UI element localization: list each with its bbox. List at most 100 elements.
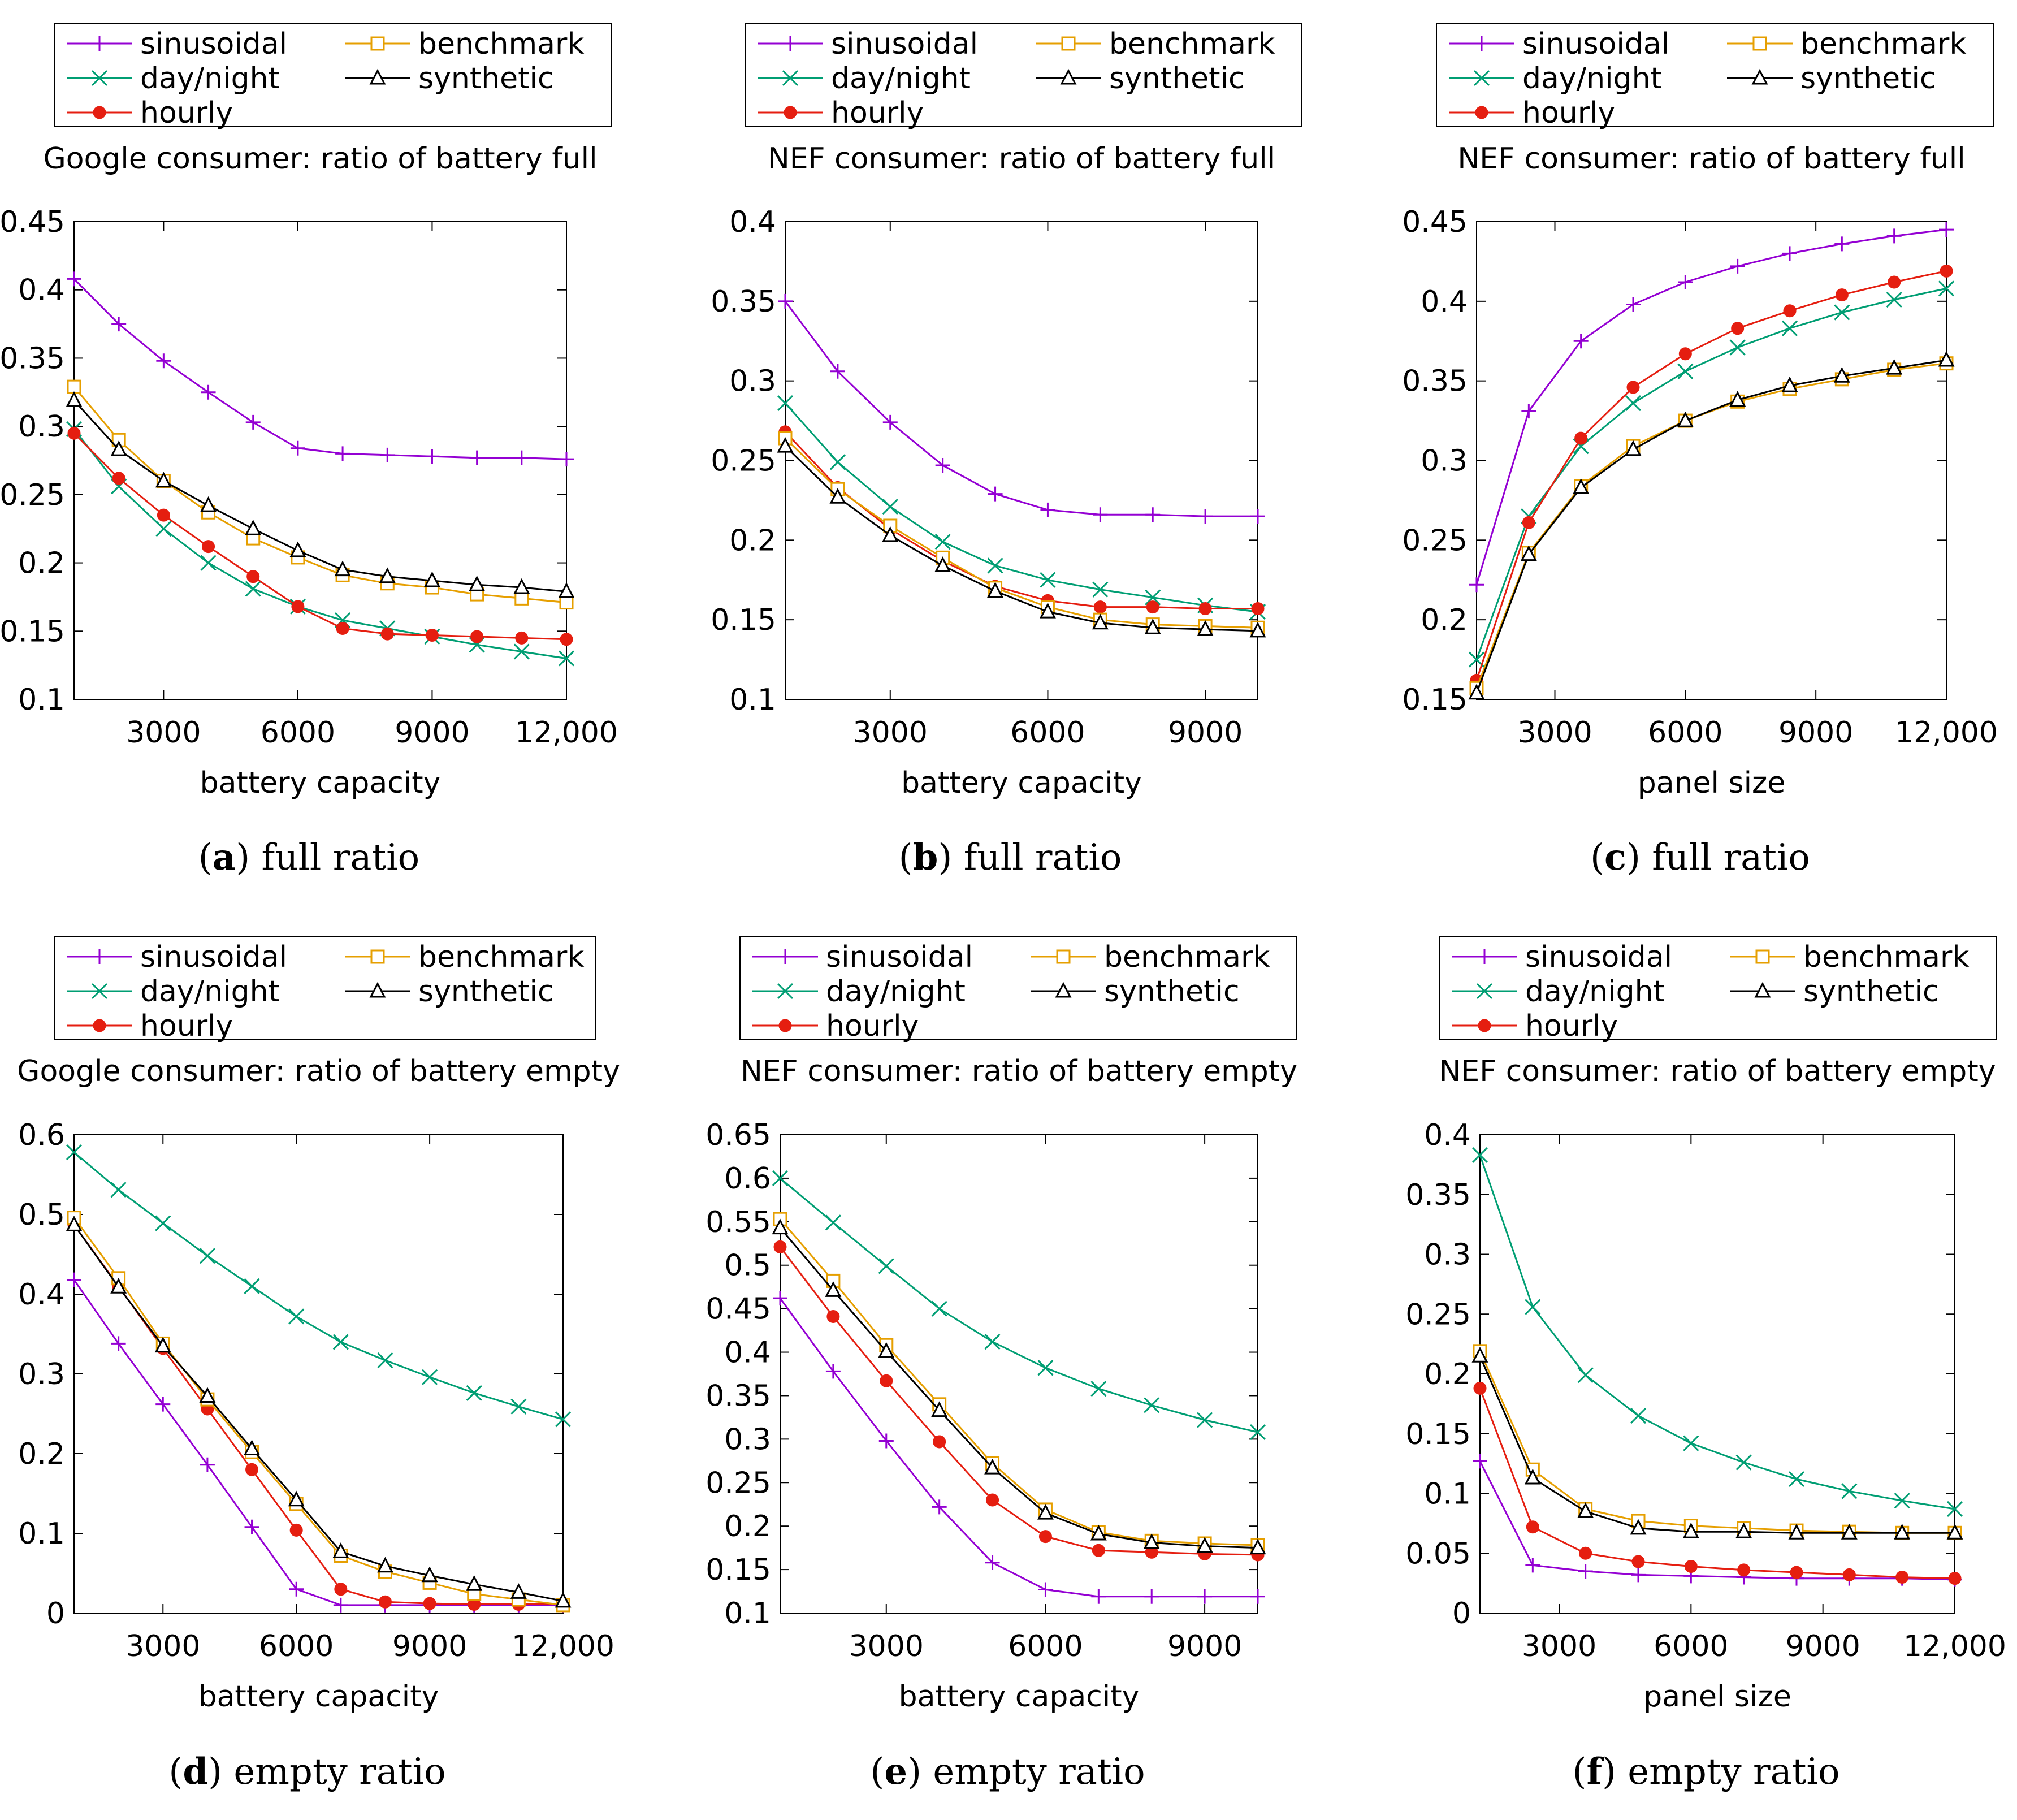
chart-panel-c: sinusoidal benchmark day/night synthetic hou… bbox=[1402, 23, 1998, 879]
y-tick-label: 0.5 bbox=[724, 1249, 771, 1283]
data-point-hourly bbox=[1731, 322, 1745, 335]
legend-marker-synthetic bbox=[1060, 68, 1077, 85]
data-point-hourly bbox=[1146, 600, 1159, 614]
caption-text: full ratio bbox=[250, 837, 419, 879]
series-line-sinusoidal bbox=[779, 1298, 1258, 1598]
y-tick-label: 0.5 bbox=[18, 1198, 65, 1232]
data-point-hourly bbox=[1948, 1572, 1962, 1585]
legend-marker-hourly bbox=[784, 106, 797, 119]
series-hourly bbox=[773, 1240, 1265, 1562]
chart-panel-d: sinusoidal benchmark day/night synthetic hou… bbox=[17, 936, 620, 1793]
data-point-synthetic bbox=[1196, 1537, 1213, 1553]
data-point-synthetic bbox=[376, 1557, 393, 1573]
x-tick-label: 12,000 bbox=[512, 1629, 614, 1663]
legend-label-sinusoidal: sinusoidal bbox=[140, 27, 287, 61]
data-point-sinusoidal bbox=[882, 414, 898, 430]
series-line-benchmark bbox=[784, 438, 1258, 629]
legend-marker-sinusoidal bbox=[92, 949, 107, 964]
data-point-synthetic bbox=[1894, 1524, 1911, 1540]
data-point-sinusoidal bbox=[1144, 1589, 1159, 1604]
y-tick-label: 0.4 bbox=[1424, 1118, 1471, 1152]
data-point-benchmark bbox=[559, 595, 574, 610]
series-sinusoidal bbox=[773, 1291, 1265, 1604]
caption-text: full ratio bbox=[1641, 837, 1810, 879]
series-sinusoidal bbox=[1473, 1454, 1962, 1587]
series-line-day-night bbox=[780, 1177, 1258, 1433]
y-tick-label: 0.2 bbox=[1424, 1358, 1471, 1391]
series-line-benchmark bbox=[73, 1217, 564, 1606]
data-point-hourly bbox=[425, 629, 439, 642]
data-point-sinusoidal bbox=[425, 449, 440, 464]
data-point-hourly bbox=[378, 1595, 392, 1609]
series-line-day-night bbox=[1479, 1155, 1955, 1510]
legend-marker-benchmark bbox=[1056, 949, 1071, 964]
series-benchmark bbox=[67, 379, 574, 610]
chart-title: NEF consumer: ratio of battery full bbox=[768, 142, 1275, 176]
data-point-hourly bbox=[560, 633, 573, 646]
data-point-synthetic bbox=[1524, 1468, 1541, 1485]
data-point-hourly bbox=[1842, 1568, 1856, 1581]
legend-item-hourly: hourly bbox=[752, 1009, 919, 1043]
legend-item-day-night: day/night bbox=[67, 62, 280, 96]
x-axis-label: battery capacity bbox=[899, 1680, 1140, 1714]
legend-marker-sinusoidal bbox=[783, 36, 798, 51]
data-point-hourly bbox=[1522, 516, 1535, 529]
series-hourly bbox=[1470, 264, 1953, 687]
caption-open-paren: ( bbox=[1590, 837, 1604, 879]
data-point-day-night bbox=[1841, 1483, 1858, 1499]
y-tick-label: 0.2 bbox=[18, 1437, 65, 1471]
data-point-hourly bbox=[1940, 264, 1953, 278]
legend-label-hourly: hourly bbox=[1522, 96, 1615, 130]
legend-item-benchmark: benchmark bbox=[1031, 940, 1270, 974]
legend-label-synthetic: synthetic bbox=[418, 975, 554, 1009]
legend-marker-sinusoidal bbox=[778, 949, 793, 964]
y-tick-label: 0.1 bbox=[18, 683, 65, 717]
x-axis-label: panel size bbox=[1643, 1680, 1791, 1714]
legend-label-day-night: day/night bbox=[1522, 62, 1662, 96]
data-point-sinusoidal bbox=[335, 446, 350, 461]
legend-label-benchmark: benchmark bbox=[1104, 940, 1270, 974]
data-point-sinusoidal bbox=[1469, 577, 1484, 593]
data-point-day-night bbox=[555, 1411, 572, 1428]
data-point-sinusoidal bbox=[155, 1397, 171, 1412]
data-point-hourly bbox=[1093, 600, 1107, 614]
data-point-sinusoidal bbox=[1886, 228, 1902, 244]
legend-label-hourly: hourly bbox=[1525, 1009, 1618, 1043]
data-point-hourly bbox=[1198, 602, 1212, 615]
series-line-sinusoidal bbox=[1479, 1460, 1955, 1581]
y-tick-label: 0.55 bbox=[705, 1205, 771, 1239]
data-point-synthetic bbox=[878, 1342, 895, 1358]
data-point-synthetic bbox=[510, 1583, 527, 1599]
legend-label-day-night: day/night bbox=[140, 62, 280, 96]
data-point-sinusoidal bbox=[1626, 297, 1641, 312]
series-line-sinusoidal bbox=[73, 278, 567, 460]
data-point-sinusoidal bbox=[1631, 1567, 1646, 1583]
data-point-synthetic bbox=[154, 1337, 171, 1353]
caption-letter: e bbox=[884, 1750, 907, 1793]
legend-marker-synthetic bbox=[369, 68, 386, 85]
x-tick-label: 3000 bbox=[1522, 1629, 1596, 1663]
data-point-synthetic bbox=[289, 541, 306, 557]
data-point-hourly bbox=[1526, 1520, 1539, 1534]
data-point-synthetic bbox=[1249, 1538, 1266, 1555]
data-point-hourly bbox=[1579, 1546, 1592, 1560]
data-point-synthetic bbox=[1625, 440, 1642, 456]
legend-marker-sinusoidal bbox=[1477, 949, 1492, 964]
caption-close-paren: ) bbox=[236, 837, 250, 879]
y-tick-label: 0.45 bbox=[1402, 205, 1468, 239]
data-point-sinusoidal bbox=[201, 384, 216, 400]
data-point-synthetic bbox=[1468, 684, 1485, 700]
legend-frame bbox=[745, 23, 1302, 127]
data-point-day-night bbox=[1677, 363, 1694, 379]
legend-marker-benchmark bbox=[370, 949, 385, 964]
data-point-synthetic bbox=[1197, 620, 1214, 636]
x-tick-label: 6000 bbox=[1010, 716, 1085, 750]
data-point-day-night bbox=[155, 1215, 171, 1231]
series-synthetic bbox=[66, 391, 575, 598]
legend-label-synthetic: synthetic bbox=[1800, 62, 1936, 96]
series-hourly bbox=[778, 425, 1265, 615]
chart-panel-f: sinusoidal benchmark day/night synthetic hou… bbox=[1405, 936, 2006, 1793]
data-point-day-night bbox=[245, 581, 261, 597]
legend-item-sinusoidal: sinusoidal bbox=[752, 940, 973, 974]
legend-item-synthetic: synthetic bbox=[345, 975, 554, 1009]
